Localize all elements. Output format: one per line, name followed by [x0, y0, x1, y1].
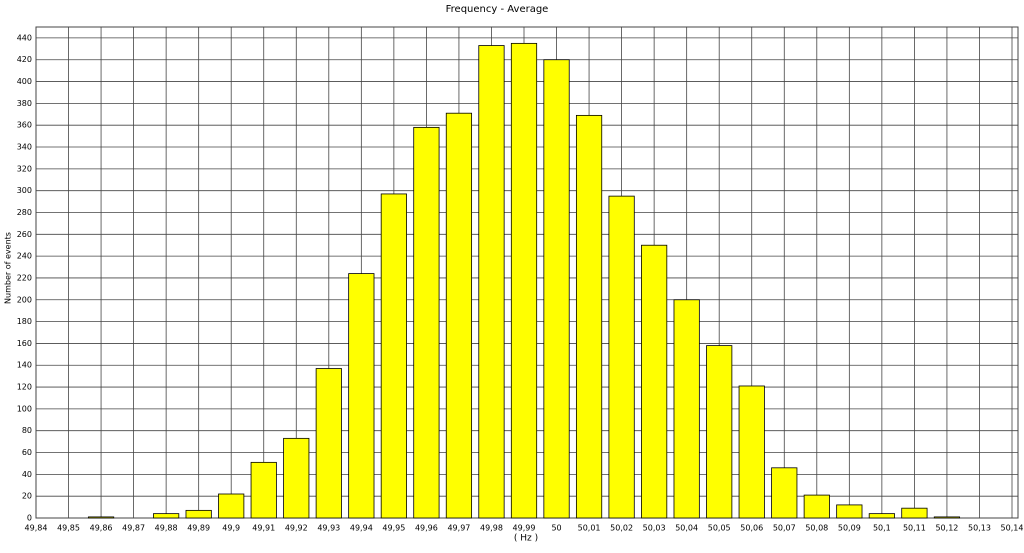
x-tick-label: 50,07 — [773, 524, 796, 533]
x-tick-label: 49,99 — [513, 524, 536, 533]
y-tick-label: 200 — [17, 295, 32, 304]
x-tick-label: 50,13 — [968, 524, 991, 533]
y-tick-label: 40 — [22, 470, 32, 479]
bar — [738, 385, 765, 519]
y-tick-label: 300 — [17, 186, 32, 195]
y-tick-label: 360 — [17, 121, 32, 130]
x-tick-label: 49,84 — [25, 524, 48, 533]
chart-title: Frequency - Average — [446, 4, 549, 15]
y-tick-label: 240 — [17, 252, 32, 261]
x-tick-label: 50,03 — [643, 524, 666, 533]
x-tick-label: 50,05 — [708, 524, 731, 533]
x-tick-label: 50,08 — [805, 524, 828, 533]
bar — [283, 437, 310, 519]
x-tick-label: 49,91 — [252, 524, 275, 533]
bar — [153, 513, 180, 519]
x-tick-label: 49,94 — [350, 524, 373, 533]
y-axis-title: Number of events — [4, 232, 13, 304]
x-tick-label: 50,06 — [740, 524, 763, 533]
x-tick-label: 50,09 — [838, 524, 861, 533]
y-tick-label: 80 — [22, 426, 32, 435]
y-tick-label: 0 — [27, 514, 32, 523]
x-tick-label: 49,9 — [222, 524, 240, 533]
x-tick-label: 49,89 — [187, 524, 210, 533]
x-tick-label: 49,93 — [317, 524, 340, 533]
bar — [218, 493, 245, 519]
bar — [380, 193, 407, 519]
y-tick-label: 120 — [17, 383, 32, 392]
bar — [868, 513, 895, 519]
x-tick-label: 50,12 — [935, 524, 958, 533]
y-tick-label: 380 — [17, 99, 32, 108]
bar — [836, 504, 863, 519]
bar — [510, 42, 538, 519]
y-tick-label: 100 — [17, 404, 32, 413]
bar — [543, 59, 570, 519]
y-tick-label: 400 — [17, 77, 32, 86]
y-tick-label: 340 — [17, 143, 32, 152]
x-tick-label: 50 — [551, 524, 561, 533]
x-tick-label: 49,92 — [285, 524, 308, 533]
x-tick-label: 49,86 — [90, 524, 113, 533]
x-tick-label: 49,97 — [447, 524, 470, 533]
y-tick-label: 140 — [17, 361, 32, 370]
bar — [575, 114, 603, 519]
x-tick-label: 50,1 — [873, 524, 891, 533]
bar — [933, 516, 961, 519]
x-tick-label: 50,02 — [610, 524, 633, 533]
x-tick-label: 50,01 — [578, 524, 601, 533]
x-axis-title: ( Hz ) — [514, 534, 538, 544]
y-tick-label: 440 — [17, 33, 32, 42]
bar — [185, 509, 212, 519]
bar — [771, 467, 798, 519]
y-tick-label: 260 — [17, 230, 32, 239]
bar — [478, 45, 505, 519]
x-tick-label: 49,87 — [122, 524, 145, 533]
y-tick-label: 220 — [17, 273, 32, 282]
bar — [250, 461, 277, 519]
y-tick-label: 420 — [17, 55, 32, 64]
bar — [608, 195, 635, 519]
x-tick-label: 49,95 — [382, 524, 405, 533]
bar — [87, 516, 115, 519]
bar — [803, 494, 830, 519]
bar — [348, 273, 375, 519]
bar — [706, 345, 733, 519]
y-tick-label: 280 — [17, 208, 32, 217]
x-tick-label: 49,96 — [415, 524, 438, 533]
bar — [641, 244, 668, 519]
y-tick-label: 60 — [22, 448, 32, 457]
x-tick-label: 50,04 — [675, 524, 698, 533]
x-tick-label: 49,88 — [155, 524, 178, 533]
y-tick-label: 20 — [22, 492, 32, 501]
x-tick-label: 50,14 — [1001, 524, 1024, 533]
bar — [315, 368, 342, 519]
bar — [673, 299, 700, 519]
bar — [445, 112, 473, 519]
x-tick-label: 49,98 — [480, 524, 503, 533]
bar — [413, 126, 440, 519]
x-tick-label: 49,85 — [57, 524, 80, 533]
y-tick-label: 320 — [17, 164, 32, 173]
x-tick-label: 50,11 — [903, 524, 926, 533]
y-tick-label: 160 — [17, 339, 32, 348]
bar — [901, 507, 928, 519]
y-tick-label: 180 — [17, 317, 32, 326]
